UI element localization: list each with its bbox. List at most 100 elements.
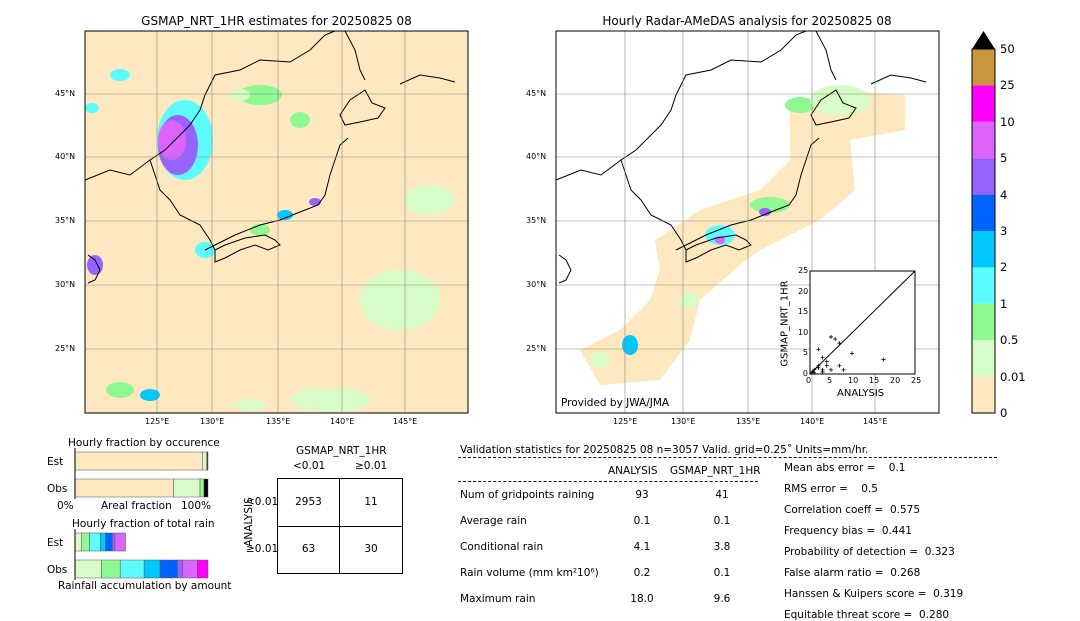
coastline xyxy=(399,74,456,85)
colorbar-label: 25 xyxy=(1000,78,1015,93)
contingency-row-0: <0.01 xyxy=(246,496,279,508)
scatter-y-tick: 10 xyxy=(798,327,809,337)
score-line: False alarm ratio = 0.268 xyxy=(784,567,921,579)
analysis-coverage xyxy=(580,90,905,385)
rain-area xyxy=(785,97,815,113)
rain-area xyxy=(250,224,270,236)
right_map-lon-tick: 135°E xyxy=(736,417,761,426)
scatter-point xyxy=(881,357,886,362)
right_map-lon-tick: 125°E xyxy=(613,417,638,426)
contingency-col-1: ≥0.01 xyxy=(355,460,388,472)
scatter-y-tick: 25 xyxy=(798,266,809,275)
stats-col-analysis: ANALYSIS xyxy=(608,465,658,477)
right_map-lon-tick: 145°E xyxy=(863,417,888,426)
left_map-panel xyxy=(84,30,469,414)
scatter-point xyxy=(837,341,842,346)
rain-bar-segment xyxy=(105,532,113,552)
scatter-y-tick: 20 xyxy=(798,286,809,296)
rain-area xyxy=(290,388,370,412)
rain-area xyxy=(230,89,250,101)
cell-ny: 11 xyxy=(364,496,378,508)
stats-row-analysis: 0.2 xyxy=(633,567,651,579)
rain-xlabel: Rainfall accumulation by amount xyxy=(58,580,232,592)
rain-area xyxy=(309,198,321,206)
occ-obs-label: Obs xyxy=(47,483,68,495)
colorbar-label: 0 xyxy=(1000,406,1008,420)
scatter-y-tick: 5 xyxy=(802,348,808,358)
scatter-x-tick: 10 xyxy=(848,376,859,385)
scatter-point xyxy=(816,347,821,352)
colorbar-segment xyxy=(972,85,995,122)
scatter-point xyxy=(837,363,842,368)
rain-area xyxy=(87,255,103,275)
stats-row-label: Conditional rain xyxy=(460,541,544,553)
score-line: Frequency bias = 0.441 xyxy=(784,525,912,537)
cell-yn: 63 xyxy=(301,543,316,555)
coastline xyxy=(815,30,837,81)
score-line: RMS error = 0.5 xyxy=(784,483,878,495)
colorbar-extend-arrow xyxy=(972,31,995,49)
rain-area xyxy=(290,112,310,128)
stats-row-analysis: 93 xyxy=(635,489,649,501)
rain-area xyxy=(590,352,610,368)
left_map-lon-tick: 135°E xyxy=(266,417,291,426)
colorbar-label: 50 xyxy=(1000,42,1015,56)
scatter-point xyxy=(833,336,838,341)
rain-bar-segment xyxy=(74,559,102,579)
scatter-point xyxy=(820,355,825,360)
left_map-lon-tick: 130°E xyxy=(200,417,225,426)
stats-row-label: Rain volume (mm km²10⁶) xyxy=(460,567,599,579)
coastline xyxy=(204,137,349,251)
scatter-x-tick: 20 xyxy=(890,376,901,385)
rain-bar-segment xyxy=(143,559,161,579)
occ-xlabel: Areal fraction xyxy=(101,500,172,512)
coastline xyxy=(558,254,572,284)
stats-col-gsmap: GSMAP_NRT_1HR xyxy=(670,465,761,477)
scatter-x-tick: 25 xyxy=(911,376,922,385)
rain-bar-segment xyxy=(114,532,126,552)
rain-bar-segment xyxy=(100,532,106,552)
stats-header: Validation statistics for 20250825 08 n=… xyxy=(460,444,869,456)
rain-bar-segment xyxy=(177,559,183,579)
rain-area xyxy=(140,389,160,401)
stats-row-gsmap: 41 xyxy=(715,489,729,501)
left_map-border xyxy=(84,30,469,414)
scatter-x-tick: 0 xyxy=(806,376,812,385)
coastline xyxy=(555,30,807,181)
stats-col-divider xyxy=(458,481,758,482)
rain-area xyxy=(622,335,638,355)
colorbar-label: 10 xyxy=(1000,114,1015,129)
coastline xyxy=(685,234,752,263)
scatter-point xyxy=(824,359,829,364)
left_map-lat-tick: 40°N xyxy=(55,152,76,161)
colorbar-label: 5 xyxy=(1000,151,1008,166)
right_map-lon-tick: 140°E xyxy=(800,417,825,426)
map-credit: Provided by JWA/JMA xyxy=(561,397,670,409)
stats-row-gsmap: 0.1 xyxy=(713,515,731,527)
contingency-title: GSMAP_NRT_1HR xyxy=(296,445,387,457)
scatter-point xyxy=(820,369,825,374)
scatter-point xyxy=(824,363,829,368)
colorbar-segment xyxy=(972,376,995,413)
coastline xyxy=(870,74,927,85)
colorbar-label: 1 xyxy=(1000,296,1008,311)
rain-area xyxy=(235,399,265,411)
rain-area xyxy=(680,292,700,308)
rain-bar-segment xyxy=(81,532,90,552)
colorbar-label: 4 xyxy=(1000,187,1008,202)
stats-row-gsmap: 0.1 xyxy=(713,567,731,579)
rain-area xyxy=(759,208,771,216)
rain-bar-segment xyxy=(111,532,116,552)
score-line: Equitable threat score = 0.280 xyxy=(784,609,950,621)
colorbar-segment xyxy=(972,158,995,195)
stats-row-gsmap: 3.8 xyxy=(713,541,731,553)
scatter-point xyxy=(829,367,833,372)
scatter-xlabel: ANALYSIS xyxy=(837,388,885,399)
occ-tick-100: 100% xyxy=(181,500,212,512)
colorbar-label: 0.01 xyxy=(1000,369,1026,384)
scatter-x-tick: 5 xyxy=(827,376,833,385)
left_map-lat-tick: 25°N xyxy=(55,344,76,353)
left-map-title: GSMAP_NRT_1HR estimates for 20250825 08 xyxy=(141,14,412,28)
occurrence-bar-segment xyxy=(202,451,207,471)
